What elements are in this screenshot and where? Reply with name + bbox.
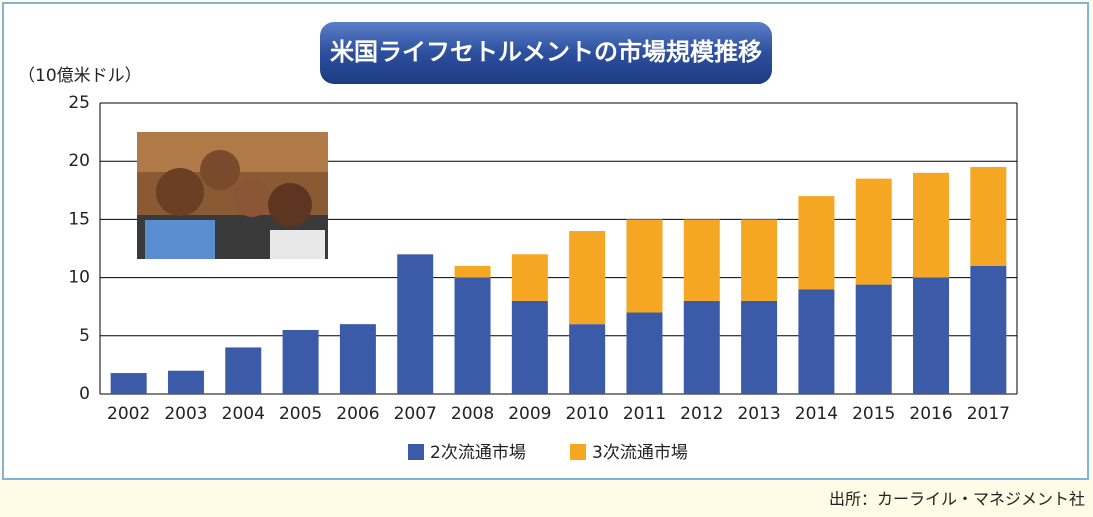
legend-label: 3次流通市場	[592, 443, 688, 463]
y-axis-unit: （10億米ドル）	[18, 66, 142, 86]
bar-segment	[970, 167, 1007, 266]
bar-segment	[282, 329, 319, 394]
bar-segment	[511, 300, 548, 394]
x-tick-label: 2006	[336, 404, 379, 424]
bar-segment	[683, 219, 720, 301]
bar-segment	[569, 231, 606, 325]
bar-segment	[454, 265, 491, 278]
bar-segment	[913, 172, 950, 278]
legend-swatch	[408, 444, 424, 460]
y-tick-label: 15	[68, 209, 90, 229]
x-tick-label: 2014	[795, 404, 838, 424]
x-tick-label: 2003	[164, 404, 207, 424]
x-tick-label: 2009	[508, 404, 551, 424]
legend-swatch	[570, 444, 586, 460]
photo	[137, 132, 328, 259]
bar-segment	[683, 300, 720, 394]
x-tick-label: 2016	[909, 404, 952, 424]
bar-segment	[970, 265, 1007, 394]
x-tick-label: 2011	[623, 404, 666, 424]
chart-title: 米国ライフセトルメントの市場規模推移	[330, 38, 762, 66]
bar-segment	[798, 196, 835, 290]
x-tick-label: 2005	[279, 404, 322, 424]
bar-segment	[741, 300, 778, 394]
bar-segment	[454, 277, 491, 394]
x-tick-label: 2004	[222, 404, 265, 424]
x-tick-label: 2007	[394, 404, 437, 424]
x-tick-label: 2013	[737, 404, 780, 424]
x-tick-label: 2015	[852, 404, 895, 424]
bar-segment	[741, 219, 778, 301]
bar-segment	[397, 254, 434, 394]
bar-segment	[569, 324, 606, 394]
bar-segment	[855, 178, 892, 285]
source-note: 出所：カーライル・マネジメント社	[829, 490, 1085, 509]
y-tick-label: 0	[79, 384, 90, 404]
x-tick-label: 2008	[451, 404, 494, 424]
y-tick-label: 20	[68, 151, 90, 171]
bar-segment	[626, 219, 663, 313]
x-tick-label: 2010	[566, 404, 609, 424]
bar-segment	[798, 289, 835, 394]
bar-segment	[855, 284, 892, 394]
bar-segment	[626, 312, 663, 394]
x-tick-label: 2017	[967, 404, 1010, 424]
bar-segment	[225, 347, 262, 394]
legend-label: 2次流通市場	[430, 443, 526, 463]
bar-segment	[511, 254, 548, 301]
bar-segment	[167, 370, 204, 394]
bar-segment	[913, 277, 950, 394]
title-pill	[320, 22, 772, 84]
x-tick-label: 2012	[680, 404, 723, 424]
bar-segment	[110, 373, 147, 394]
y-tick-label: 10	[68, 268, 90, 288]
x-tick-label: 2002	[107, 404, 150, 424]
y-tick-label: 5	[79, 326, 90, 346]
bar-segment	[339, 324, 376, 394]
y-tick-label: 25	[68, 93, 90, 113]
